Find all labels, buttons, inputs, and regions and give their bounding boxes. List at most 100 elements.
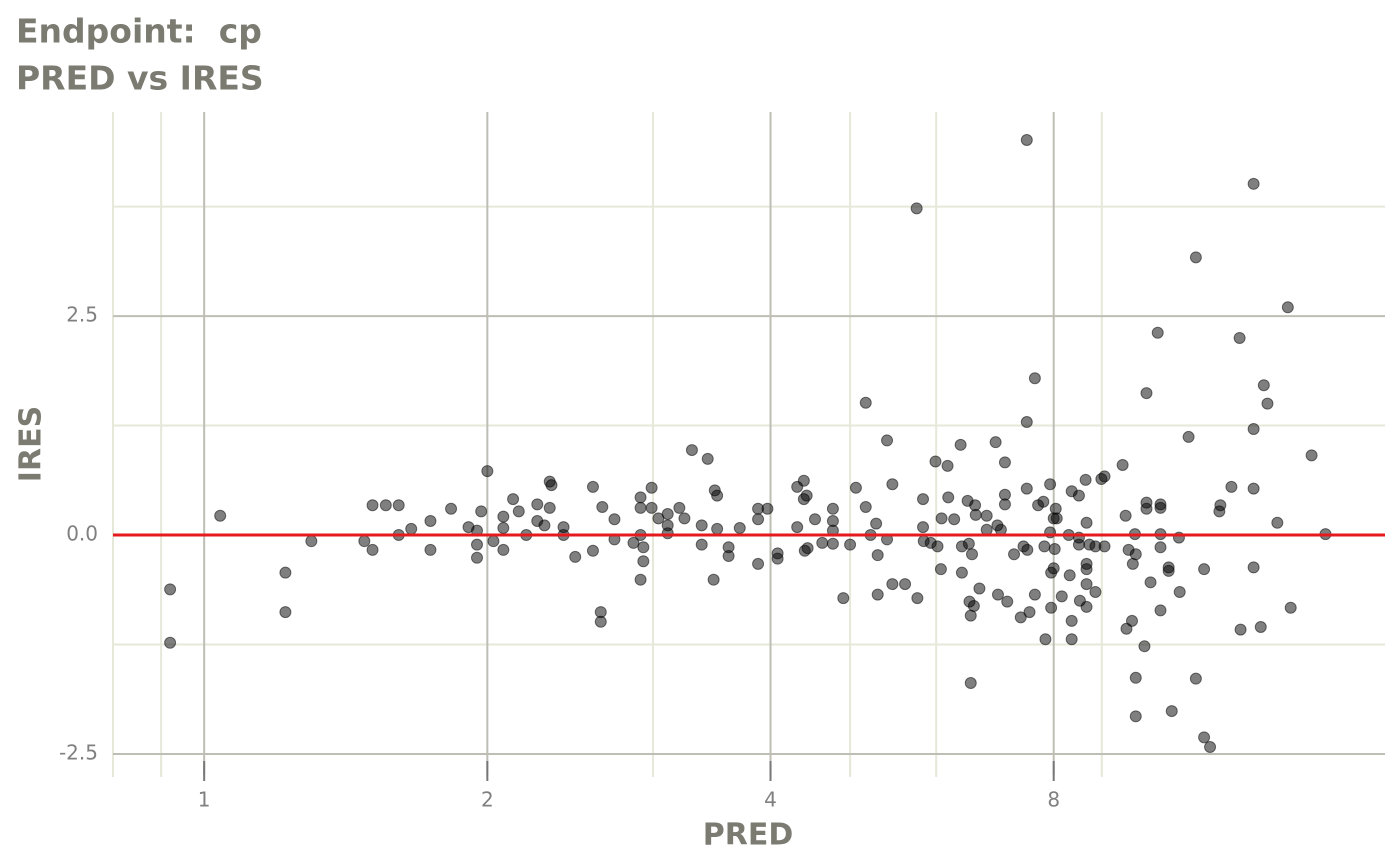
points <box>164 134 1332 753</box>
point <box>1072 538 1085 551</box>
point <box>711 522 724 535</box>
point <box>1089 585 1102 598</box>
point <box>1125 614 1138 627</box>
point <box>661 508 674 521</box>
point <box>1037 495 1050 508</box>
point <box>645 481 658 494</box>
point <box>941 459 954 472</box>
point <box>935 512 948 525</box>
point <box>797 474 810 487</box>
point <box>1080 600 1093 613</box>
grid: 1 2 4 8 -2.5 0.0 2.5 <box>59 112 1385 812</box>
point <box>1129 710 1142 723</box>
point <box>512 505 525 518</box>
point <box>1079 473 1092 486</box>
point <box>808 513 821 526</box>
point <box>1065 633 1078 646</box>
point <box>1281 301 1294 314</box>
point <box>955 566 968 579</box>
point <box>1233 331 1246 344</box>
point <box>967 599 980 612</box>
point <box>800 489 813 502</box>
point <box>911 592 924 605</box>
point <box>1047 562 1060 575</box>
point <box>1014 611 1027 624</box>
point <box>543 501 556 514</box>
point <box>801 542 814 555</box>
point <box>1129 548 1142 561</box>
point <box>487 535 500 548</box>
point <box>969 508 982 521</box>
point <box>1080 563 1093 576</box>
point <box>1182 430 1195 443</box>
point <box>695 538 708 551</box>
point <box>973 582 986 595</box>
point <box>1257 379 1270 392</box>
point <box>859 396 872 409</box>
point <box>733 522 746 535</box>
point <box>871 588 884 601</box>
point <box>1247 423 1260 436</box>
point <box>886 578 899 591</box>
point <box>1140 502 1153 515</box>
point <box>305 535 318 548</box>
point <box>964 677 977 690</box>
point <box>1234 623 1247 636</box>
point <box>1154 541 1167 554</box>
point <box>586 544 599 557</box>
point <box>497 543 510 556</box>
point <box>1008 548 1021 561</box>
point <box>1138 640 1151 653</box>
point <box>661 527 674 540</box>
y-tick-label: 2.5 <box>66 303 98 327</box>
point <box>1098 470 1111 483</box>
point <box>1020 482 1033 495</box>
point <box>1080 578 1093 591</box>
point <box>358 535 371 548</box>
point <box>481 465 494 478</box>
point <box>379 499 392 512</box>
point <box>998 498 1011 511</box>
point <box>366 499 379 512</box>
point <box>722 541 735 554</box>
point <box>475 505 488 518</box>
point <box>1044 478 1057 491</box>
point <box>929 455 942 468</box>
point <box>871 549 884 562</box>
point <box>470 538 483 551</box>
x-axis-label: PRED <box>703 818 793 853</box>
point <box>701 452 714 465</box>
point <box>279 606 292 619</box>
x-tick-label: 1 <box>198 788 211 812</box>
point <box>1261 397 1274 410</box>
point <box>1247 561 1260 574</box>
point <box>1116 458 1129 471</box>
point <box>1284 601 1297 614</box>
point <box>1189 251 1202 264</box>
y-axis-label: IRES <box>14 406 49 482</box>
point <box>1198 731 1211 744</box>
point <box>849 481 862 494</box>
point <box>886 478 899 491</box>
point <box>1173 585 1186 598</box>
point <box>1050 512 1063 525</box>
point <box>366 543 379 556</box>
point <box>826 537 839 550</box>
point <box>998 456 1011 469</box>
point <box>586 480 599 493</box>
point <box>545 479 558 492</box>
point <box>424 515 437 528</box>
point <box>1154 501 1167 514</box>
point <box>954 438 967 451</box>
point <box>695 519 708 532</box>
chart-subtitle: PRED vs IRES <box>16 59 264 98</box>
point <box>859 500 872 513</box>
point <box>1048 543 1061 556</box>
point <box>962 537 975 550</box>
point <box>1063 569 1076 582</box>
point <box>1055 590 1068 603</box>
point <box>1225 480 1238 493</box>
point <box>1204 740 1217 753</box>
point <box>844 538 857 551</box>
